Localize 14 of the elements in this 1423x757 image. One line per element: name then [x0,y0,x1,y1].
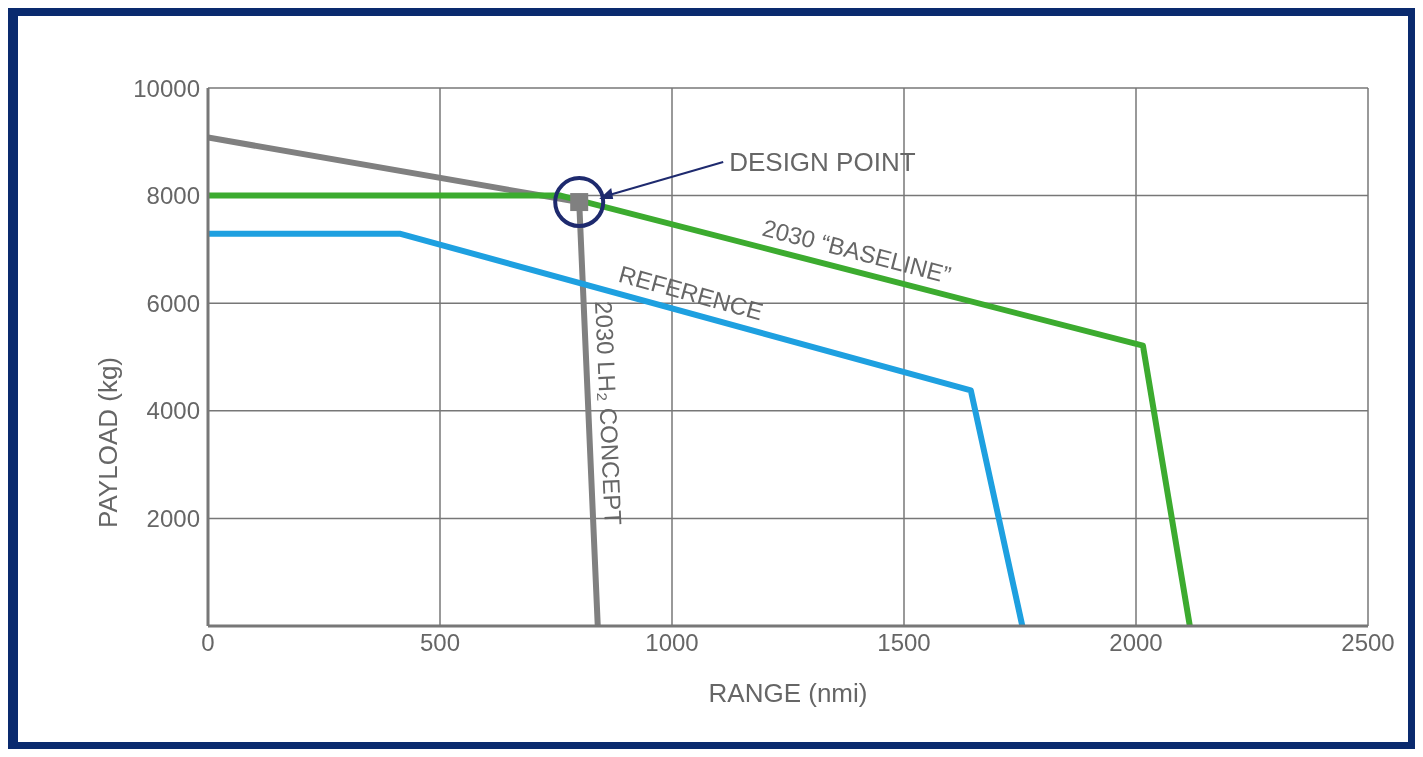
x-tick-label: 2000 [1109,629,1163,657]
y-tick-label: 6000 [146,289,200,317]
x-tick-label: 2500 [1341,629,1395,657]
y-tick-label: 2000 [146,504,200,532]
x-tick-label: 0 [201,629,215,657]
y-axis-title: PAYLOAD (kg) [93,357,124,528]
x-tick-label: 500 [419,629,461,657]
y-tick-label: 8000 [146,182,200,210]
y-tick-label: 10000 [133,74,200,102]
y-tick-label: 4000 [146,397,200,425]
x-axis-title: RANGE (nmi) [708,678,868,709]
x-tick-label: 1500 [877,629,931,657]
x-tick-label: 1000 [645,629,699,657]
text: 2030 LH₂ CONCEPT [590,300,627,527]
